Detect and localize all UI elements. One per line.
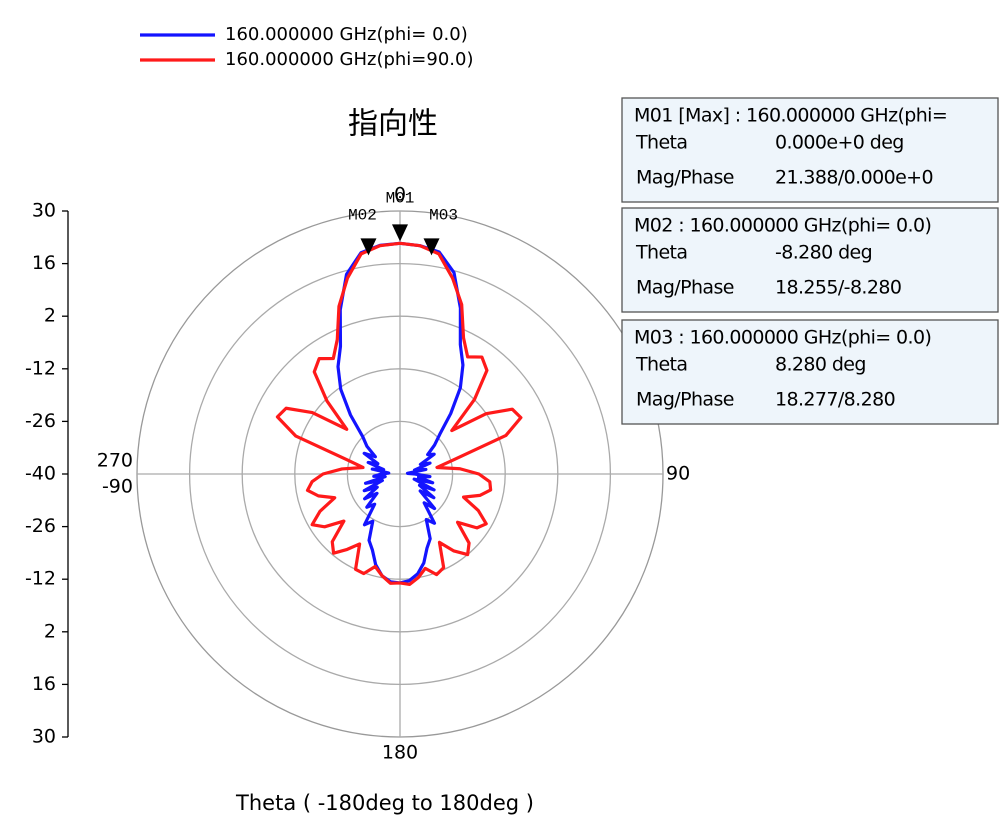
- marker-row-label: Mag/Phase: [636, 277, 734, 299]
- r-tick-label: 30: [32, 726, 56, 748]
- r-tick-label: 30: [32, 200, 56, 222]
- marker-box: M03 : 160.000000 GHz(phi= 0.0) Theta 8.280…: [621, 319, 999, 425]
- marker-triangle: [360, 238, 377, 256]
- r-tick-label: -12: [25, 568, 56, 590]
- r-tick-label: -26: [25, 515, 56, 537]
- r-tick-label: 16: [32, 252, 56, 274]
- marker-header: M01 [Max] : 160.000000 GHz(phi=: [634, 105, 947, 127]
- legend-label: 160.000000 GHz(phi=90.0): [225, 49, 473, 70]
- marker-row-value: 18.277/8.280: [775, 389, 895, 411]
- marker-label: M01: [386, 190, 415, 208]
- series-line: [275, 241, 523, 587]
- theta-tick-label: 180: [382, 742, 418, 764]
- axis-label: Theta ( -180deg to 180deg ): [235, 791, 534, 815]
- marker-box: M01 [Max] : 160.000000 GHz(phi= Theta 0.00…: [621, 97, 999, 203]
- marker-header: M03 : 160.000000 GHz(phi= 0.0): [634, 327, 931, 349]
- theta-tick-label: 0: [394, 184, 406, 206]
- marker-box: M02 : 160.000000 GHz(phi= 0.0) Theta -8.28…: [621, 207, 999, 313]
- marker-triangle: [423, 238, 440, 256]
- r-tick-label: -26: [25, 410, 56, 432]
- marker-row-label: Theta: [635, 242, 687, 264]
- marker-row-label: Theta: [635, 132, 687, 154]
- marker-box-bg: [621, 319, 999, 425]
- r-tick-label: -40: [25, 463, 56, 485]
- theta-tick-label: 90: [666, 463, 690, 485]
- marker-row-label: Mag/Phase: [636, 167, 734, 189]
- marker-header: M02 : 160.000000 GHz(phi= 0.0): [634, 215, 931, 237]
- marker-row-label: Mag/Phase: [636, 389, 734, 411]
- marker-triangle: [392, 224, 408, 242]
- marker-box-bg: [621, 97, 999, 203]
- marker-label: M02: [348, 207, 377, 225]
- marker-label: M03: [429, 207, 458, 225]
- marker-row-value: 18.255/-8.280: [775, 277, 901, 299]
- marker-row-value: 8.280 deg: [775, 354, 866, 376]
- theta-tick-label: 270: [97, 450, 133, 472]
- r-tick-label: 2: [44, 620, 56, 642]
- marker-row-label: Theta: [635, 354, 687, 376]
- r-tick-label: -12: [25, 357, 56, 379]
- marker-row-value: 0.000e+0 deg: [775, 132, 904, 154]
- marker-box-bg: [621, 207, 999, 313]
- r-tick-label: 16: [32, 673, 56, 695]
- marker-row-value: 21.388/0.000e+0: [775, 167, 933, 189]
- theta-tick-label: -90: [102, 476, 133, 498]
- legend-label: 160.000000 GHz(phi= 0.0): [225, 24, 468, 45]
- marker-row-value: -8.280 deg: [775, 242, 872, 264]
- chart-title: 指向性: [348, 107, 438, 142]
- r-tick-label: 2: [44, 305, 56, 327]
